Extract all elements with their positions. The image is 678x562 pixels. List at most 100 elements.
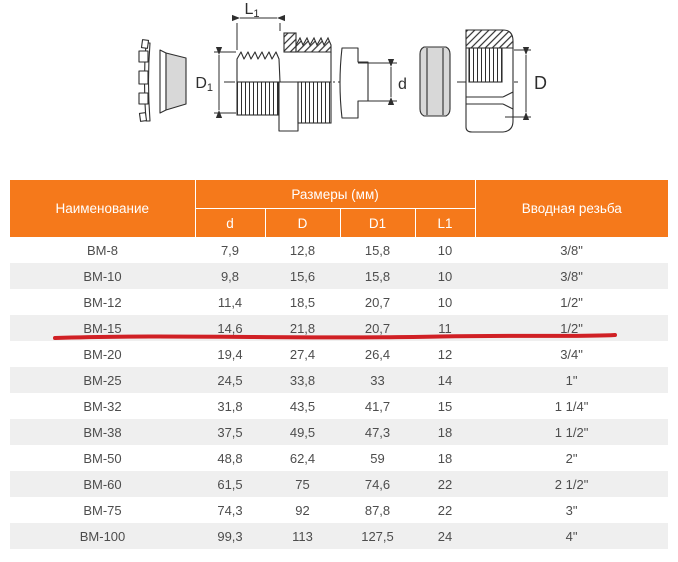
table-row: ВМ-38 37,5 49,5 47,3 18 1 1/2" <box>10 419 669 445</box>
table-row: ВМ-60 61,5 75 74,6 22 2 1/2" <box>10 471 669 497</box>
cell-d: 37,5 <box>217 424 243 440</box>
cell-d: 24,5 <box>217 372 243 388</box>
cap: d <box>339 47 407 119</box>
header-col-L1: L1 <box>415 208 476 237</box>
svg-text:D1: D1 <box>195 75 213 94</box>
cell-d: 31,8 <box>217 398 243 414</box>
seal-washer <box>159 49 187 114</box>
cell-D1: 20,7 <box>364 294 391 310</box>
cell-d: 74,3 <box>217 502 243 518</box>
cell-name: ВМ-8 <box>86 242 119 258</box>
cell-name: ВМ-32 <box>83 398 122 414</box>
cell-L1: 12 <box>437 346 453 362</box>
cell-L1: 22 <box>437 476 453 492</box>
table-row: ВМ-25 24,5 33,8 33 14 1" <box>10 367 669 393</box>
cell-D1: 15,8 <box>364 242 391 258</box>
header-sizes-group: Размеры (мм) <box>195 180 476 209</box>
svg-text:D: D <box>534 73 547 93</box>
cell-thread: 1 1/4" <box>554 398 589 414</box>
table-row: ВМ-10 9,8 15,6 15,8 10 3/8" <box>10 263 669 289</box>
cell-thread: 2 1/2" <box>554 476 589 492</box>
cell-D1: 74,6 <box>364 476 391 492</box>
cell-L1: 10 <box>437 294 453 310</box>
locknut-washer <box>138 39 151 122</box>
svg-text:L1: L1 <box>244 1 259 20</box>
header-col-d: d <box>195 208 266 237</box>
cell-name: ВМ-12 <box>83 294 122 310</box>
cell-L1: 10 <box>437 242 453 258</box>
header-thread: Вводная резьба <box>474 180 669 237</box>
cell-L1: 18 <box>437 424 453 440</box>
cell-thread: 1/2" <box>560 294 583 310</box>
cell-d: 14,6 <box>217 320 243 336</box>
cell-D: 92 <box>295 502 310 518</box>
cell-name: ВМ-60 <box>83 476 122 492</box>
cell-name: ВМ-38 <box>83 424 122 440</box>
cell-D1: 26,4 <box>364 346 391 362</box>
header-col-D: D <box>265 208 341 237</box>
table-header: Наименование Размеры (мм) Вводная резьба… <box>10 180 669 237</box>
cell-D: 27,4 <box>289 346 316 362</box>
cell-d: 48,8 <box>217 450 243 466</box>
cell-thread: 2" <box>565 450 578 466</box>
cell-name: ВМ-25 <box>83 372 122 388</box>
cell-thread: 1/2" <box>560 320 583 336</box>
table-row: ВМ-32 31,8 43,5 41,7 15 1 1/4" <box>10 393 668 419</box>
cell-D: 15,6 <box>289 268 316 284</box>
cell-D1: 87,8 <box>364 502 391 518</box>
table-body: ВМ-8 7,9 12,8 15,8 10 3/8" ВМ-10 9,8 15,6 15,8 10 3… <box>10 237 669 549</box>
table-row: ВМ-50 48,8 62,4 59 18 2" <box>10 445 668 471</box>
cell-d: 9,8 <box>220 268 240 284</box>
cell-d: 11,4 <box>217 294 243 310</box>
dim-l1: L1 <box>231 1 286 50</box>
cell-thread: 3/8" <box>560 268 583 284</box>
cell-D: 33,8 <box>289 372 316 388</box>
cell-D1: 33 <box>370 372 385 388</box>
cell-thread: 1 1/2" <box>554 424 589 440</box>
cell-D1: 59 <box>370 450 385 466</box>
cell-d: 61,5 <box>217 476 243 492</box>
cell-L1: 18 <box>437 450 453 466</box>
cell-D: 12,8 <box>289 242 316 258</box>
cell-D1: 127,5 <box>361 528 394 544</box>
cell-name: ВМ-75 <box>83 502 122 518</box>
cell-d: 19,4 <box>217 346 243 362</box>
cell-thread: 4" <box>565 528 578 544</box>
table-row: ВМ-100 99,3 113 127,5 24 4" <box>10 523 669 549</box>
cell-D: 43,5 <box>289 398 316 414</box>
cell-D: 18,5 <box>289 294 316 310</box>
cell-D: 75 <box>295 476 310 492</box>
cell-L1: 22 <box>437 502 453 518</box>
cell-L1: 15 <box>437 398 453 414</box>
table-row: ВМ-75 74,3 92 87,8 22 3" <box>10 497 668 523</box>
cell-D1: 20,7 <box>364 320 391 336</box>
dim-d-small: d <box>358 58 407 106</box>
dim-d1: D1 <box>195 46 236 119</box>
table-row: ВМ-20 19,4 27,4 26,4 12 3/4" <box>10 341 668 367</box>
header-name: Наименование <box>10 180 196 237</box>
cell-name: ВМ-20 <box>83 346 122 362</box>
dimensions-table-wrap: Наименование Размеры (мм) Вводная резьба… <box>10 180 669 549</box>
dimensions-table: Наименование Размеры (мм) Вводная резьба… <box>10 180 669 549</box>
nut: D <box>457 29 547 133</box>
table-row: ВМ-12 11,4 18,5 20,7 10 1/2" <box>10 289 668 315</box>
cell-name: ВМ-50 <box>83 450 122 466</box>
seal-ring <box>419 46 451 117</box>
table-row: ВМ-15 14,6 21,8 20,7 11 1/2" <box>10 315 669 341</box>
svg-text:d: d <box>398 76 407 93</box>
cell-D1: 15,8 <box>364 268 391 284</box>
cell-D: 49,5 <box>289 424 316 440</box>
cell-D1: 47,3 <box>364 424 391 440</box>
cell-L1: 10 <box>437 268 453 284</box>
cell-L1: 14 <box>437 372 453 388</box>
table-row: ВМ-8 7,9 12,8 15,8 10 3/8" <box>10 237 668 263</box>
dim-d-big: D <box>505 46 547 121</box>
header-col-D1: D1 <box>340 208 416 237</box>
cell-thread: 3" <box>565 502 578 518</box>
cell-D: 113 <box>292 528 313 544</box>
gland-body: L1 D1 <box>195 1 344 132</box>
cell-D1: 41,7 <box>364 398 391 414</box>
cell-name: ВМ-10 <box>83 268 122 284</box>
cell-name: ВМ-100 <box>79 528 126 544</box>
